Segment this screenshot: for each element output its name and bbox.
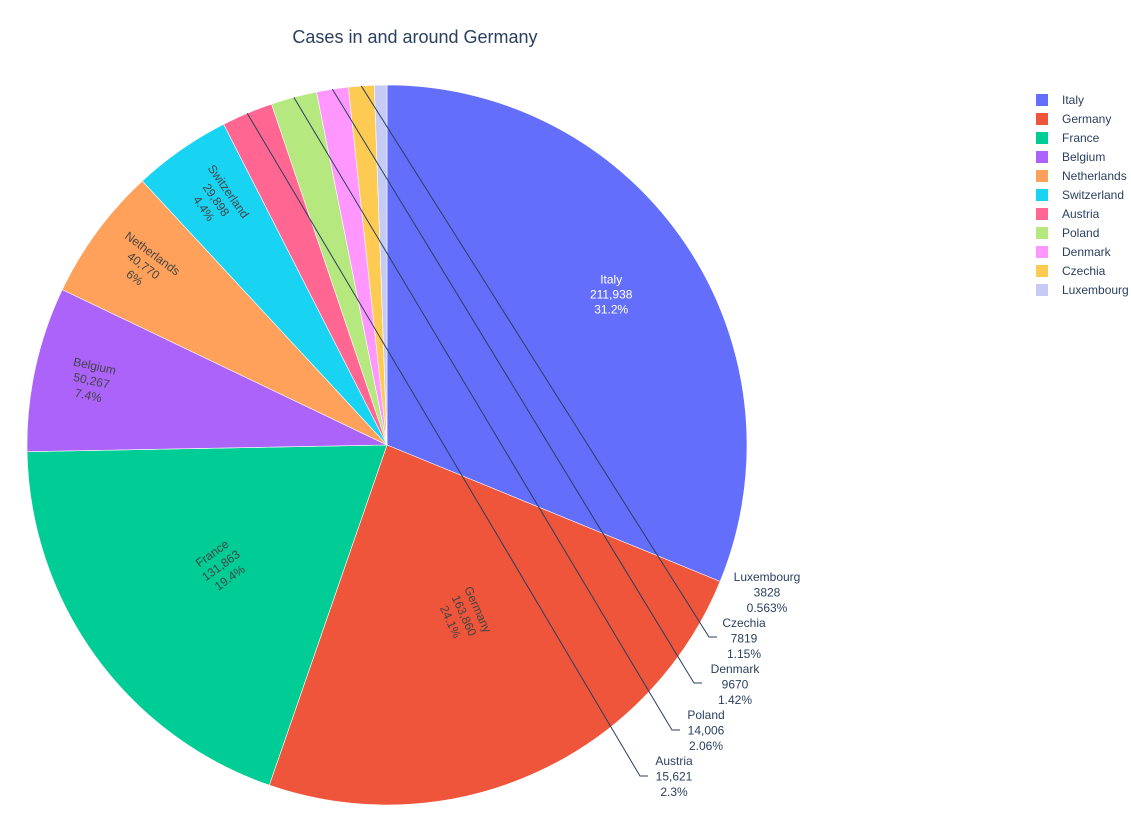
- slice-netherlands[interactable]: [61, 180, 388, 446]
- legend-swatch: [1036, 113, 1048, 125]
- legend-item-denmark[interactable]: Denmark: [1036, 245, 1112, 259]
- legend-label: Switzerland: [1062, 188, 1124, 202]
- legend-item-belgium[interactable]: Belgium: [1036, 150, 1105, 164]
- legend-item-italy[interactable]: Italy: [1036, 93, 1084, 107]
- legend-swatch: [1036, 94, 1048, 106]
- legend-label: Belgium: [1062, 150, 1105, 164]
- legend-item-poland[interactable]: Poland: [1036, 226, 1099, 240]
- legend-swatch: [1036, 151, 1048, 163]
- legend-item-luxembourg[interactable]: Luxembourg: [1036, 283, 1129, 297]
- legend-swatch: [1036, 208, 1048, 220]
- slice-italy[interactable]: [386, 84, 748, 582]
- legend-label: Netherlands: [1062, 169, 1127, 183]
- chart-title: Cases in and around Germany: [292, 27, 537, 47]
- slice-label-poland: Poland 14,006 2.06%: [687, 708, 724, 753]
- leader-line-austria: [246, 112, 648, 777]
- legend-item-netherlands[interactable]: Netherlands: [1036, 169, 1127, 183]
- pie-slices: [26, 84, 748, 806]
- legend-swatch: [1036, 265, 1048, 277]
- legend-item-czechia[interactable]: Czechia: [1036, 264, 1106, 278]
- slice-germany[interactable]: [268, 444, 721, 806]
- legend-label: Czechia: [1062, 264, 1106, 278]
- legend-label: Denmark: [1062, 245, 1112, 259]
- slice-label-germany: Germany163,86024.1%: [434, 584, 494, 647]
- slice-label-denmark: Denmark 9670 1.42%: [711, 662, 761, 707]
- legend-swatch: [1036, 132, 1048, 144]
- legend-swatch: [1036, 189, 1048, 201]
- legend-swatch: [1036, 170, 1048, 182]
- legend-label: Austria: [1062, 207, 1100, 221]
- legend-item-france[interactable]: France: [1036, 131, 1100, 145]
- legend-label: France: [1062, 131, 1100, 145]
- legend-label: Luxembourg: [1062, 283, 1129, 297]
- slice-label-italy: Italy 211,938 31.2%: [590, 273, 633, 317]
- legend-item-switzerland[interactable]: Switzerland: [1036, 188, 1124, 202]
- legend-swatch: [1036, 284, 1048, 296]
- leader-line-denmark: [331, 88, 702, 684]
- slice-label-czechia: Czechia 7819 1.15%: [722, 616, 766, 661]
- slice-label-luxembourg: Luxembourg 3828 0.563%: [734, 570, 801, 615]
- legend-label: Germany: [1062, 112, 1111, 126]
- slice-france[interactable]: [26, 444, 388, 786]
- slice-luxembourg[interactable]: [373, 84, 388, 446]
- legend-swatch: [1036, 227, 1048, 239]
- leader-line-poland: [293, 97, 680, 731]
- slice-label-austria: Austria 15,621 2.3%: [655, 754, 693, 799]
- legend-label: Poland: [1062, 226, 1099, 240]
- legend-item-germany[interactable]: Germany: [1036, 112, 1111, 126]
- legend: Italy Germany France Belgium Netherlands Swit…: [1036, 93, 1129, 297]
- legend-item-austria[interactable]: Austria: [1036, 207, 1100, 221]
- legend-swatch: [1036, 246, 1048, 258]
- slice-belgium[interactable]: [26, 289, 388, 452]
- leader-line-czechia: [360, 85, 717, 638]
- legend-label: Italy: [1062, 93, 1084, 107]
